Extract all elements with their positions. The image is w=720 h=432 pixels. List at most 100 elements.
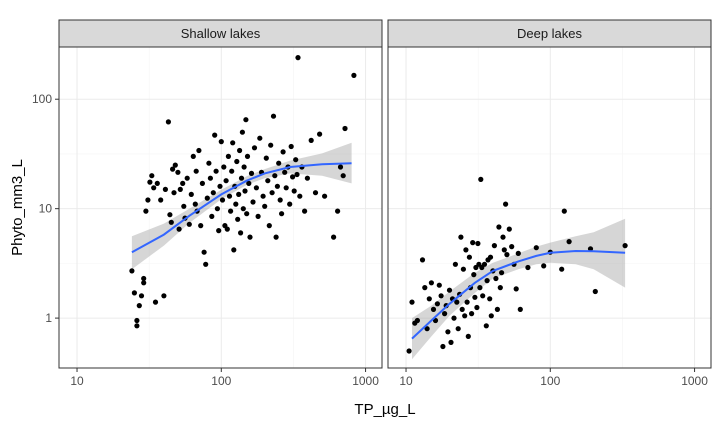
data-point: [171, 190, 177, 196]
data-point: [206, 160, 212, 166]
data-point: [279, 211, 285, 217]
data-point: [203, 261, 209, 267]
data-point: [253, 185, 259, 191]
data-point: [175, 169, 181, 175]
x-axis-ticks: 10 100 1000: [70, 368, 379, 388]
data-point: [161, 293, 167, 299]
data-point: [422, 285, 428, 291]
y-axis-ticks: 1 10 100: [32, 92, 59, 325]
data-point: [491, 243, 497, 249]
data-point: [251, 145, 258, 151]
data-point: [277, 197, 283, 203]
data-point: [216, 228, 222, 234]
data-point: [199, 180, 205, 186]
data-point: [426, 296, 432, 302]
data-point: [500, 234, 506, 240]
data-point: [162, 186, 168, 192]
data-point: [207, 175, 213, 181]
data-point: [280, 149, 286, 155]
gridlines: [59, 47, 382, 368]
data-point: [283, 185, 289, 191]
data-point: [501, 247, 507, 253]
data-point: [430, 306, 437, 312]
data-point: [470, 240, 476, 246]
data-point: [190, 153, 196, 159]
data-point: [151, 185, 157, 191]
data-point: [247, 234, 253, 240]
data-point: [257, 135, 263, 141]
data-point: [566, 239, 572, 245]
data-point: [302, 208, 308, 214]
x-tick-label: 100: [211, 374, 231, 388]
data-point: [239, 129, 245, 135]
data-point: [238, 230, 244, 236]
data-point: [184, 175, 190, 181]
x-tick-label: 10: [70, 374, 84, 388]
data-point: [559, 266, 565, 272]
data-point: [442, 311, 448, 317]
strip-label: Deep lakes: [517, 26, 583, 41]
data-point: [141, 280, 147, 286]
data-point: [290, 174, 296, 180]
data-point: [454, 299, 460, 305]
data-point: [136, 303, 142, 309]
data-point: [244, 153, 251, 159]
data-point: [312, 190, 319, 196]
data-point: [228, 208, 234, 214]
data-point: [438, 293, 444, 299]
data-point: [506, 226, 512, 232]
data-point: [241, 164, 247, 170]
data-point: [192, 201, 198, 207]
data-point: [221, 164, 227, 170]
data-point: [406, 348, 412, 354]
data-point: [525, 264, 531, 271]
data-point: [337, 164, 344, 170]
data-point: [622, 243, 628, 249]
data-point: [487, 254, 494, 260]
data-point: [462, 313, 468, 319]
data-point: [176, 226, 182, 232]
data-point: [434, 301, 440, 307]
data-point: [236, 191, 242, 197]
data-point: [294, 171, 300, 178]
data-point: [448, 339, 454, 345]
data-point: [509, 244, 515, 250]
data-point: [561, 208, 567, 214]
y-tick-label: 10: [39, 202, 53, 216]
data-point: [428, 280, 434, 286]
data-point: [474, 304, 480, 311]
data-point: [335, 208, 341, 214]
data-point: [224, 226, 230, 232]
data-point: [351, 72, 357, 78]
data-point: [478, 176, 484, 182]
data-point: [152, 299, 159, 305]
data-point: [436, 282, 442, 288]
data-point: [225, 153, 231, 159]
data-point: [282, 169, 288, 175]
data-point: [481, 261, 488, 267]
confidence-band: [412, 218, 626, 360]
data-point: [504, 252, 510, 258]
data-point: [460, 266, 466, 272]
data-point: [475, 240, 481, 247]
strip-label: Shallow lakes: [181, 26, 261, 41]
data-point: [212, 132, 218, 138]
data-point: [342, 125, 348, 132]
data-point: [246, 180, 252, 186]
data-point: [322, 193, 328, 199]
x-tick-label: 1000: [352, 374, 379, 388]
data-point: [308, 137, 314, 143]
panel-background: [388, 47, 711, 368]
data-point: [242, 188, 248, 194]
data-point: [469, 311, 475, 317]
data-point: [196, 147, 202, 154]
data-point: [515, 250, 521, 256]
data-point: [217, 183, 223, 189]
y-tick-label: 100: [32, 92, 52, 106]
data-point: [248, 170, 255, 176]
data-point: [494, 306, 500, 312]
data-point: [499, 270, 505, 276]
strip-background: [387, 19, 712, 48]
y-tick-label: 1: [45, 311, 52, 325]
